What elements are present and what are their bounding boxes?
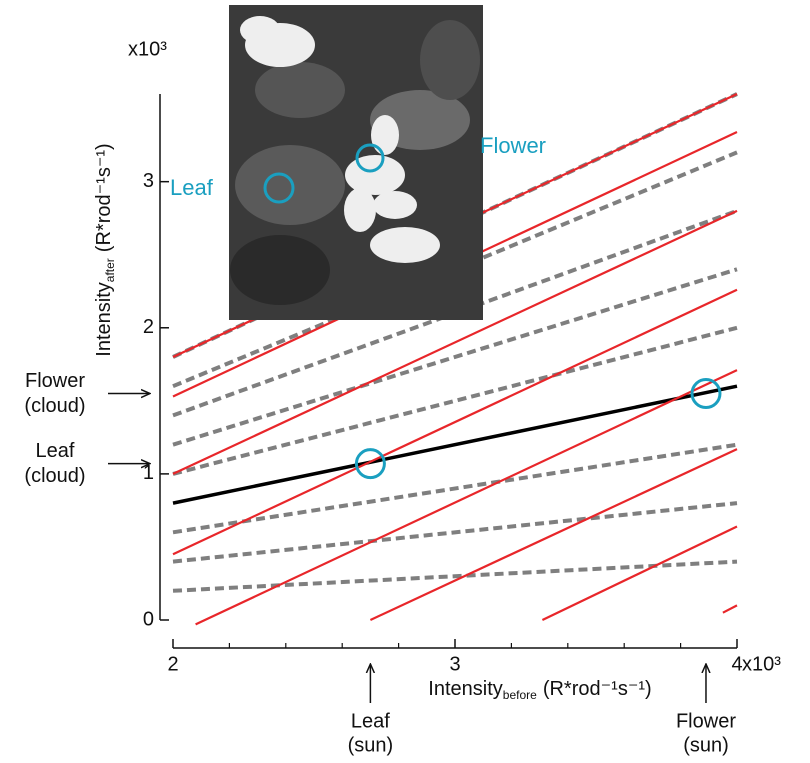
annotation: (sun) [683, 734, 729, 756]
y-axis-label: Intensityafter (R*rod⁻¹s⁻¹) [93, 143, 117, 356]
dashed-line [172, 442, 738, 535]
flower-shape [240, 16, 440, 263]
inset-label: Flower [480, 133, 546, 158]
y-tick-label: 2 [143, 316, 154, 338]
annotation: (cloud) [24, 395, 85, 417]
y-multiplier: x10³ [128, 38, 167, 60]
line [195, 369, 738, 626]
y-label-main: Intensity [93, 282, 115, 356]
annotation: Leaf [351, 710, 390, 732]
leaf-shape [420, 20, 480, 100]
inset-circle [263, 172, 295, 204]
leaf-shape [255, 62, 345, 118]
x-tick-label: 3 [449, 653, 460, 675]
x-multiplier: x10³ [742, 653, 781, 675]
line [172, 288, 738, 556]
x-label-unit: (R*rod⁻¹s⁻¹) [543, 678, 652, 700]
y-label-unit: (R*rod⁻¹s⁻¹) [93, 143, 115, 252]
leaf-shape [230, 235, 330, 305]
line [541, 525, 738, 621]
dashed-line [172, 267, 738, 447]
x-tick-label: 4 [731, 653, 742, 675]
annotation: Leaf [36, 440, 75, 462]
marker-circle [690, 378, 722, 410]
x-label-main: Intensity [428, 678, 502, 700]
annotation: (sun) [348, 734, 394, 756]
x-label-sub: before [503, 688, 537, 702]
annotation: Flower [25, 370, 85, 392]
line [172, 209, 738, 475]
x-tick-label: 2 [167, 653, 178, 675]
y-tick-label: 0 [143, 608, 154, 630]
line [369, 448, 738, 621]
dashed-line [172, 559, 738, 593]
y-label-sub: after [103, 258, 117, 282]
dashed-line [172, 150, 738, 389]
leaf-shape [235, 145, 345, 225]
marker-circle [354, 448, 386, 480]
annotation: (cloud) [24, 465, 85, 487]
y-tick-label: 1 [143, 462, 154, 484]
inset-circle [355, 143, 385, 173]
annotation: Flower [676, 710, 736, 732]
line [722, 604, 738, 614]
y-tick-label: 3 [143, 170, 154, 192]
inset-label: Leaf [170, 175, 214, 200]
photo-inset [229, 5, 483, 320]
x-axis-label: Intensitybefore (R*rod⁻¹s⁻¹) [428, 678, 651, 702]
line [172, 384, 738, 505]
dashed-line [172, 501, 738, 564]
